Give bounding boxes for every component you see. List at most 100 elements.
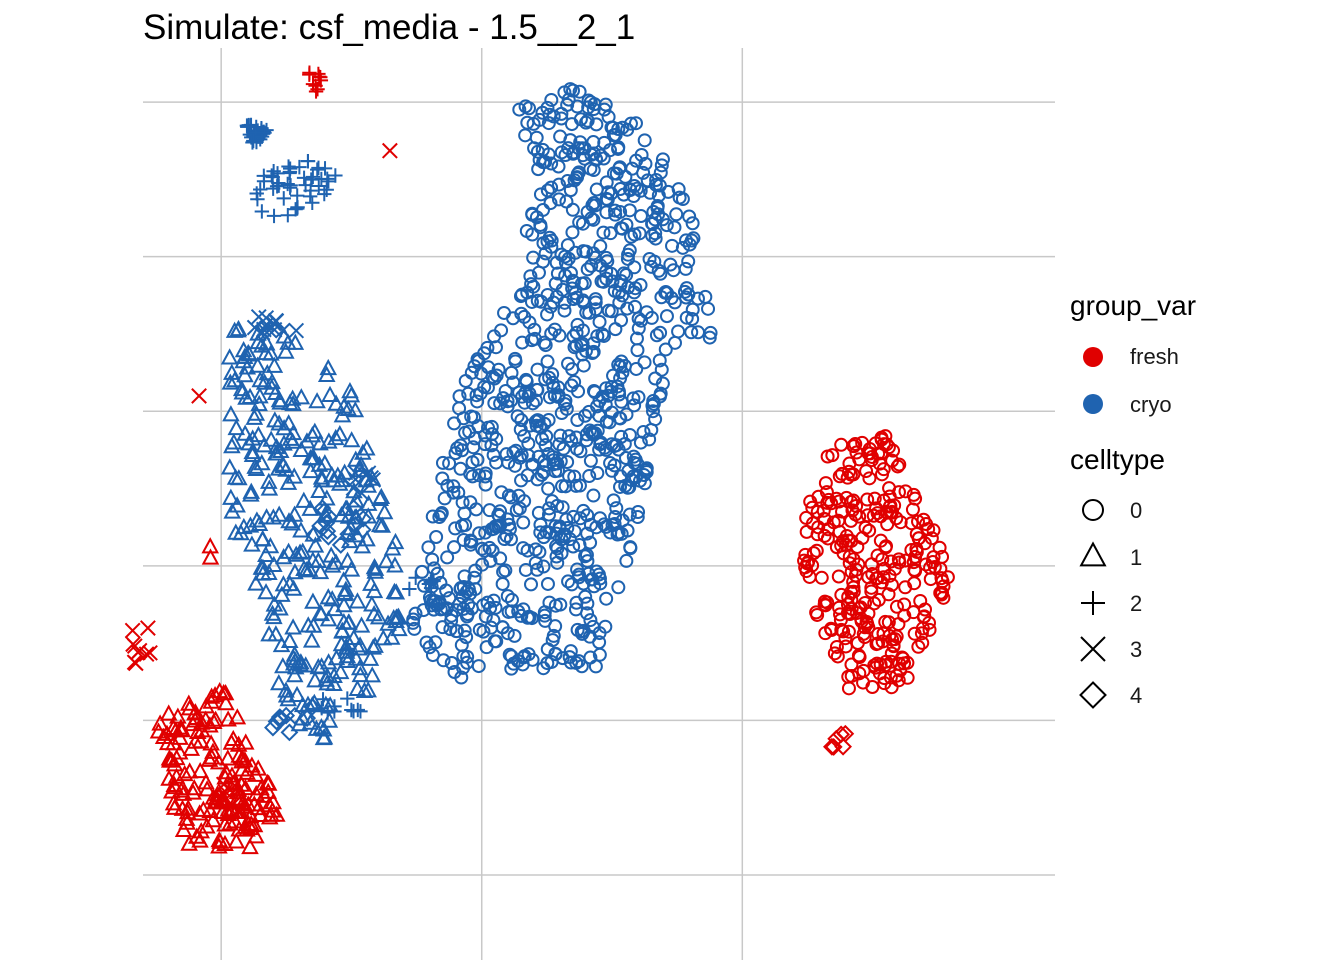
data-point-cryo-celltype-0 — [425, 509, 440, 524]
data-point-cryo-celltype-0 — [558, 148, 573, 163]
data-point-cryo-celltype-0 — [583, 517, 598, 532]
data-point-cryo-celltype-1 — [377, 552, 396, 569]
data-point-fresh-celltype-1 — [197, 773, 215, 790]
data-point-fresh-celltype-0 — [870, 656, 885, 671]
data-point-cryo-celltype-1 — [238, 358, 257, 375]
data-point-cryo-celltype-1 — [342, 560, 361, 577]
data-point-cryo-celltype-2 — [320, 705, 335, 720]
data-point-cryo-celltype-1 — [259, 472, 278, 489]
data-point-cryo-celltype-0 — [508, 354, 523, 369]
data-point-fresh-celltype-1 — [175, 764, 194, 782]
data-point-cryo-celltype-0 — [588, 151, 603, 166]
data-point-fresh-celltype-0 — [889, 599, 904, 614]
data-point-fresh-celltype-1 — [172, 781, 191, 798]
data-point-cryo-celltype-0 — [592, 314, 607, 329]
data-point-cryo-celltype-0 — [525, 396, 540, 411]
data-point-cryo-celltype-1 — [312, 657, 331, 674]
data-point-fresh-celltype-1 — [159, 704, 178, 721]
data-point-cryo-celltype-2 — [305, 169, 321, 185]
data-point-cryo-celltype-0 — [678, 261, 693, 276]
data-point-cryo-celltype-1 — [283, 514, 301, 531]
data-point-cryo-celltype-0 — [558, 393, 573, 408]
data-point-cryo-celltype-0 — [612, 295, 627, 310]
data-point-cryo-celltype-0 — [414, 564, 429, 579]
data-point-cryo-celltype-1 — [274, 657, 292, 674]
data-point-fresh-celltype-0 — [897, 608, 912, 623]
data-point-cryo-celltype-0 — [569, 325, 584, 340]
data-point-fresh-celltype-1 — [151, 714, 169, 731]
data-point-cryo-celltype-0 — [540, 183, 555, 198]
data-point-cryo-celltype-0 — [551, 159, 566, 174]
data-point-cryo-celltype-0 — [669, 207, 684, 222]
data-point-cryo-celltype-0 — [667, 335, 682, 350]
data-point-cryo-celltype-0 — [477, 379, 492, 394]
data-point-cryo-celltype-0 — [570, 562, 585, 577]
data-point-cryo-celltype-0 — [702, 330, 717, 345]
data-point-fresh-celltype-0 — [829, 540, 844, 555]
data-point-cryo-celltype-0 — [604, 384, 619, 399]
data-point-cryo-celltype-4 — [298, 709, 317, 728]
data-point-cryo-celltype-0 — [540, 307, 555, 322]
data-point-fresh-celltype-1 — [201, 548, 220, 565]
data-point-cryo-celltype-1 — [222, 405, 240, 422]
data-point-cryo-celltype-0 — [468, 563, 483, 578]
data-point-fresh-celltype-0 — [922, 622, 937, 637]
data-point-cryo-celltype-0 — [524, 277, 539, 292]
data-point-cryo-celltype-2 — [257, 125, 272, 140]
data-point-cryo-celltype-0 — [590, 329, 605, 344]
data-point-fresh-celltype-0 — [921, 522, 936, 537]
data-point-cryo-celltype-1 — [253, 529, 272, 547]
legend-key-fresh — [1083, 347, 1103, 367]
data-point-cryo-celltype-1 — [269, 459, 288, 476]
data-point-cryo-celltype-1 — [265, 595, 284, 612]
data-point-cryo-celltype-1 — [305, 448, 323, 466]
data-point-cryo-celltype-0 — [612, 160, 627, 175]
data-point-cryo-celltype-0 — [520, 468, 535, 483]
data-point-fresh-celltype-0 — [898, 484, 913, 499]
data-point-cryo-celltype-0 — [559, 401, 574, 416]
data-point-fresh-celltype-0 — [907, 626, 922, 641]
data-point-cryo-celltype-0 — [550, 498, 565, 513]
legend-key-celltype-2 — [1081, 591, 1105, 615]
data-point-cryo-celltype-0 — [465, 469, 480, 484]
data-point-cryo-celltype-0 — [408, 606, 423, 621]
data-point-fresh-celltype-1 — [204, 742, 222, 759]
data-point-cryo-celltype-0 — [453, 461, 468, 476]
data-point-cryo-celltype-0 — [586, 488, 601, 503]
data-point-cryo-celltype-0 — [429, 598, 444, 613]
data-point-cryo-celltype-0 — [629, 331, 644, 346]
data-point-cryo-celltype-1 — [366, 559, 385, 576]
data-point-fresh-celltype-0 — [890, 459, 905, 474]
data-point-cryo-celltype-4 — [280, 723, 299, 742]
data-point-fresh-celltype-0 — [889, 629, 904, 644]
data-point-cryo-celltype-0 — [526, 116, 541, 131]
data-point-cryo-celltype-1 — [361, 649, 380, 666]
data-point-cryo-celltype-0 — [592, 571, 607, 586]
data-point-fresh-celltype-1 — [255, 786, 273, 803]
data-point-cryo-celltype-0 — [536, 155, 551, 170]
data-point-cryo-celltype-1 — [298, 432, 316, 449]
data-point-cryo-celltype-1 — [319, 588, 338, 605]
data-point-cryo-celltype-0 — [472, 468, 487, 483]
data-point-fresh-celltype-0 — [858, 595, 873, 610]
data-point-cryo-celltype-1 — [305, 693, 324, 710]
data-point-cryo-celltype-0 — [596, 328, 611, 343]
data-point-fresh-celltype-3 — [142, 644, 158, 661]
data-point-cryo-celltype-4 — [264, 718, 282, 737]
data-point-cryo-celltype-0 — [630, 510, 645, 525]
data-point-cryo-celltype-1 — [375, 502, 394, 520]
data-point-fresh-celltype-0 — [850, 539, 865, 554]
data-point-cryo-celltype-0 — [556, 441, 571, 456]
data-point-cryo-celltype-1 — [257, 583, 275, 600]
data-point-cryo-celltype-0 — [622, 203, 637, 218]
data-point-cryo-celltype-1 — [286, 563, 304, 580]
data-point-cryo-celltype-0 — [533, 187, 548, 202]
data-point-cryo-celltype-0 — [659, 309, 674, 324]
data-point-cryo-celltype-1 — [363, 666, 382, 683]
data-point-cryo-celltype-1 — [275, 419, 293, 436]
data-point-cryo-celltype-0 — [575, 626, 590, 641]
data-point-fresh-celltype-0 — [873, 533, 888, 548]
data-point-cryo-celltype-0 — [536, 465, 551, 480]
data-point-cryo-celltype-1 — [327, 649, 346, 666]
data-point-cryo-celltype-1 — [342, 386, 361, 403]
